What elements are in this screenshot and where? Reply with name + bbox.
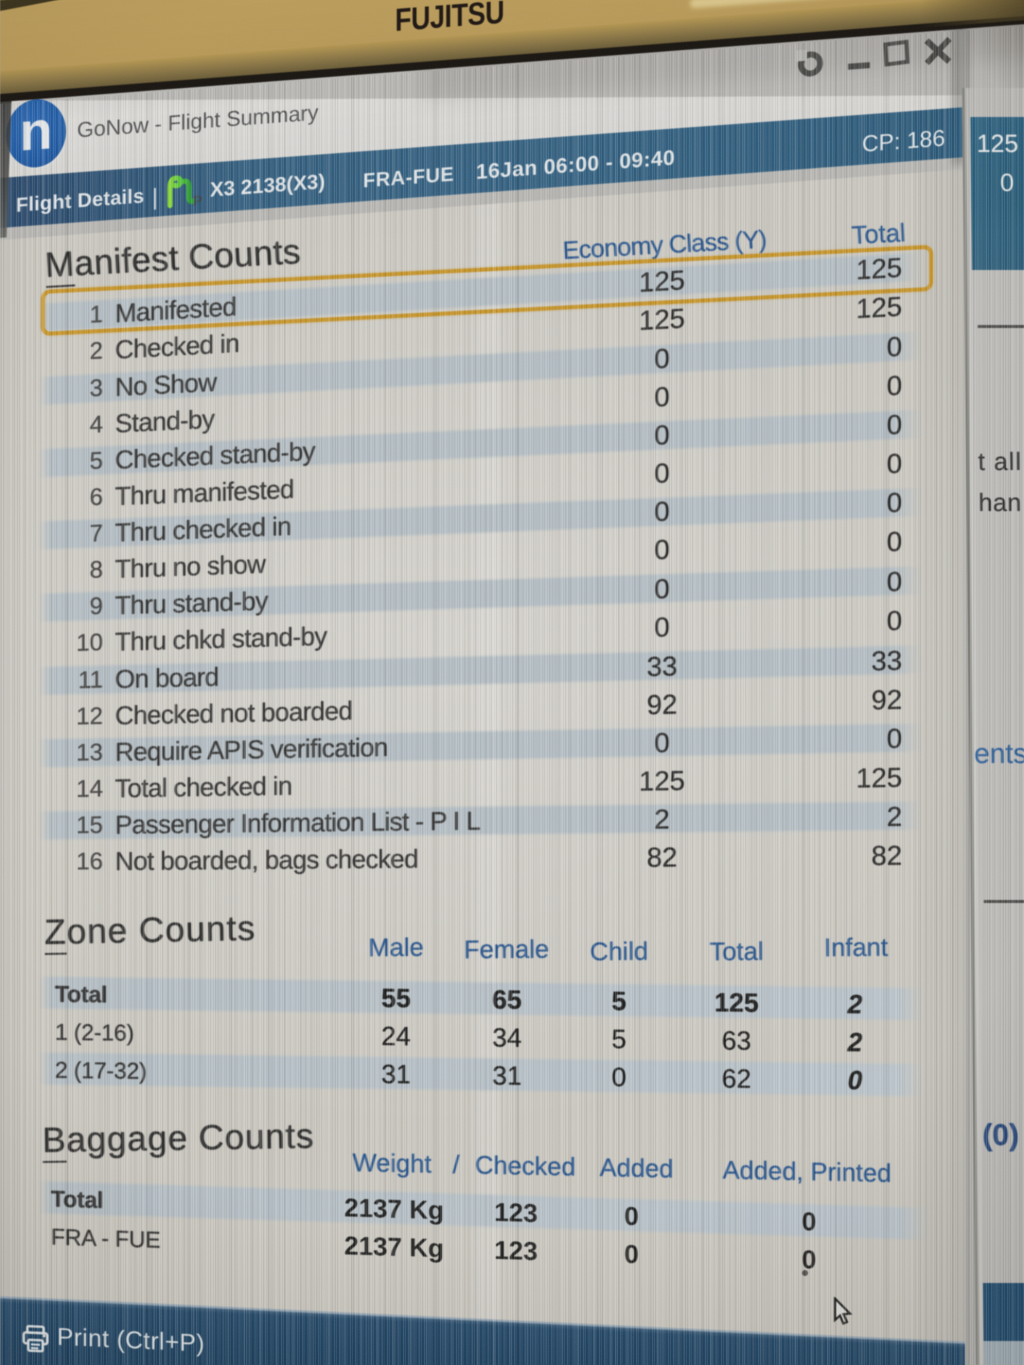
svg-text:P: P bbox=[193, 192, 202, 209]
